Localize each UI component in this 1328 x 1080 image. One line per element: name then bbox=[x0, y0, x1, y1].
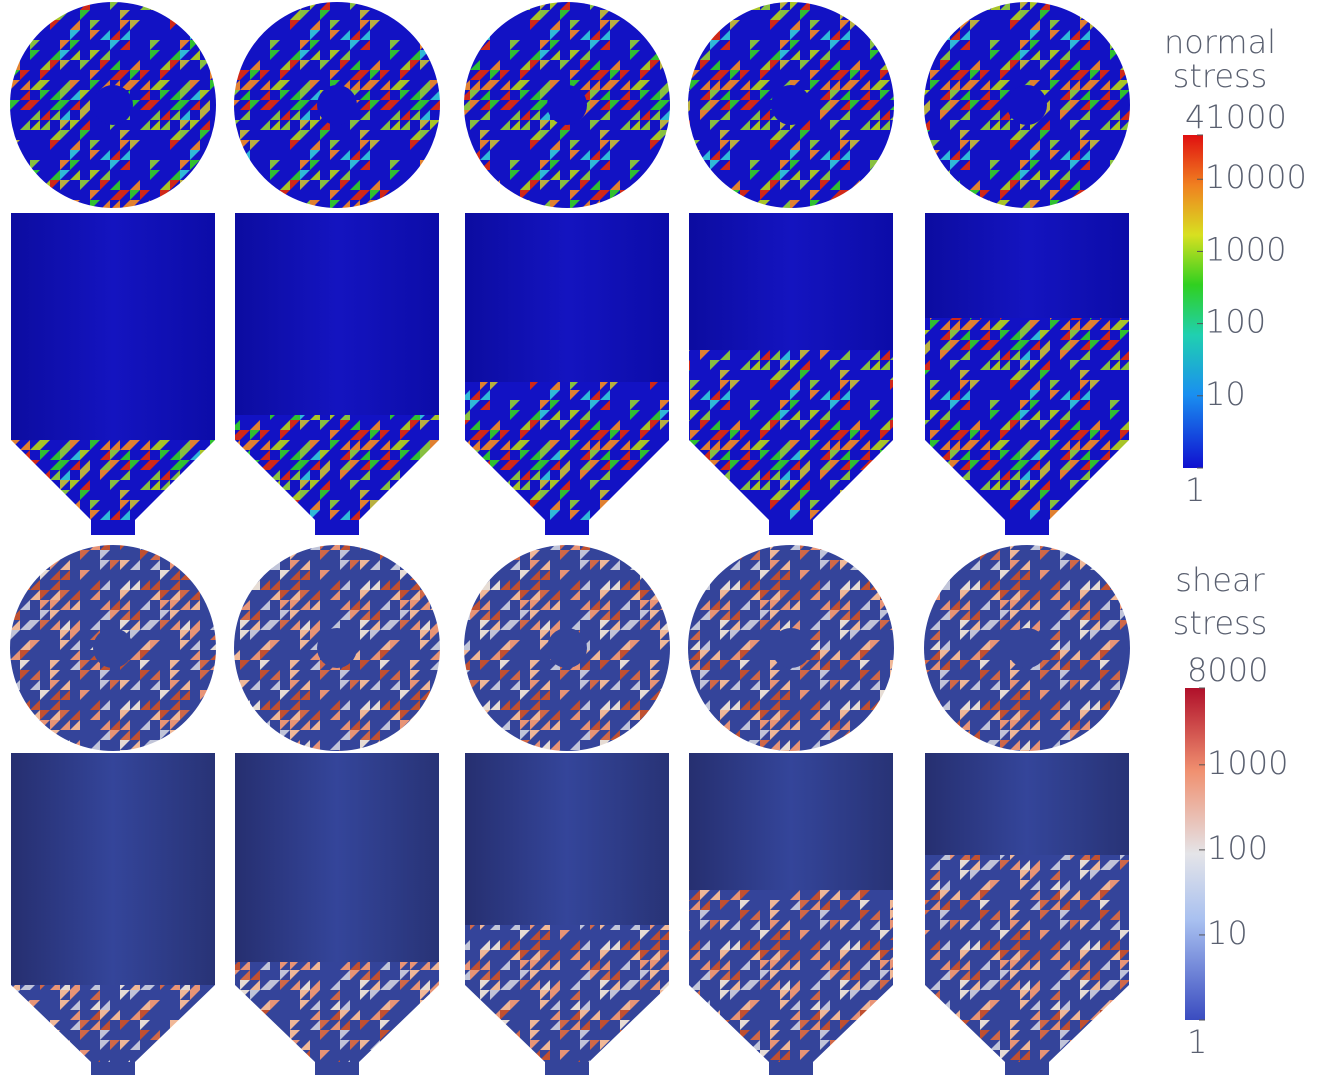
outlet-hole bbox=[93, 85, 133, 125]
silo-cone bbox=[235, 440, 439, 520]
stress-band bbox=[235, 415, 439, 440]
silo-cone bbox=[689, 985, 893, 1062]
colorbar-tick-label: 1 bbox=[1185, 471, 1205, 509]
silo-cone bbox=[11, 985, 215, 1062]
colorbar bbox=[1183, 135, 1203, 468]
silo-cone bbox=[235, 985, 439, 1062]
colorbar-tick-label: 1 bbox=[1187, 1023, 1207, 1061]
silo-cone bbox=[465, 985, 669, 1062]
silo-cone bbox=[11, 440, 215, 520]
silo-outlet bbox=[315, 520, 359, 535]
colorbar-tick-label: 100 bbox=[1205, 303, 1266, 341]
stress-band bbox=[235, 962, 439, 985]
colorbar-tick-label: 1000 bbox=[1207, 744, 1288, 782]
outlet-hole bbox=[317, 85, 357, 125]
silo-outlet bbox=[545, 1062, 589, 1075]
silo-outlet bbox=[1005, 1062, 1049, 1075]
stress-band bbox=[465, 382, 669, 440]
colorbar-title: stress bbox=[1173, 57, 1268, 95]
silo-cone bbox=[689, 440, 893, 520]
silo-cylinder bbox=[235, 753, 439, 985]
silo-cylinder bbox=[235, 213, 439, 440]
silo-cone bbox=[465, 440, 669, 520]
outlet-hole bbox=[1007, 85, 1047, 125]
outlet-hole bbox=[1007, 628, 1047, 668]
silo-outlet bbox=[769, 520, 813, 535]
silo-cylinder bbox=[11, 213, 215, 440]
silo-outlet bbox=[769, 1062, 813, 1075]
silo-outlet bbox=[91, 520, 135, 535]
colorbar-title: shear bbox=[1175, 561, 1265, 599]
silo-cone bbox=[925, 440, 1129, 520]
outlet-hole bbox=[771, 628, 811, 668]
silo-outlet bbox=[315, 1062, 359, 1075]
colorbar-tick-label: 10 bbox=[1207, 914, 1248, 952]
outlet-hole bbox=[547, 85, 587, 125]
stress-band bbox=[689, 350, 893, 440]
outlet-hole bbox=[771, 85, 811, 125]
stress-band bbox=[689, 890, 893, 985]
colorbar-title: normal bbox=[1164, 23, 1276, 61]
colorbar-tick-label: 10 bbox=[1205, 375, 1246, 413]
silo-outlet bbox=[91, 1062, 135, 1075]
silo-cylinder bbox=[11, 753, 215, 985]
colorbar-tick-label: 41000 bbox=[1185, 98, 1287, 136]
colorbar-tick-label: 8000 bbox=[1187, 651, 1268, 689]
colorbar-title: stress bbox=[1173, 604, 1268, 642]
silo-cone bbox=[925, 985, 1129, 1062]
stress-band bbox=[925, 318, 1129, 440]
outlet-hole bbox=[317, 628, 357, 668]
colorbar-tick-label: 1000 bbox=[1205, 230, 1286, 268]
silo-renders bbox=[10, 2, 1130, 1075]
outlet-hole bbox=[93, 628, 133, 668]
outlet-hole bbox=[547, 628, 587, 668]
colorbar-tick-label: 10000 bbox=[1205, 158, 1307, 196]
silo-outlet bbox=[1005, 520, 1049, 535]
stress-band bbox=[465, 925, 669, 985]
colorbars: normalstress41000100001000100101shearstr… bbox=[1164, 23, 1307, 1061]
colorbar bbox=[1185, 688, 1205, 1020]
silo-outlet bbox=[545, 520, 589, 535]
colorbar-tick-label: 100 bbox=[1207, 829, 1268, 867]
stress-band bbox=[925, 855, 1129, 985]
